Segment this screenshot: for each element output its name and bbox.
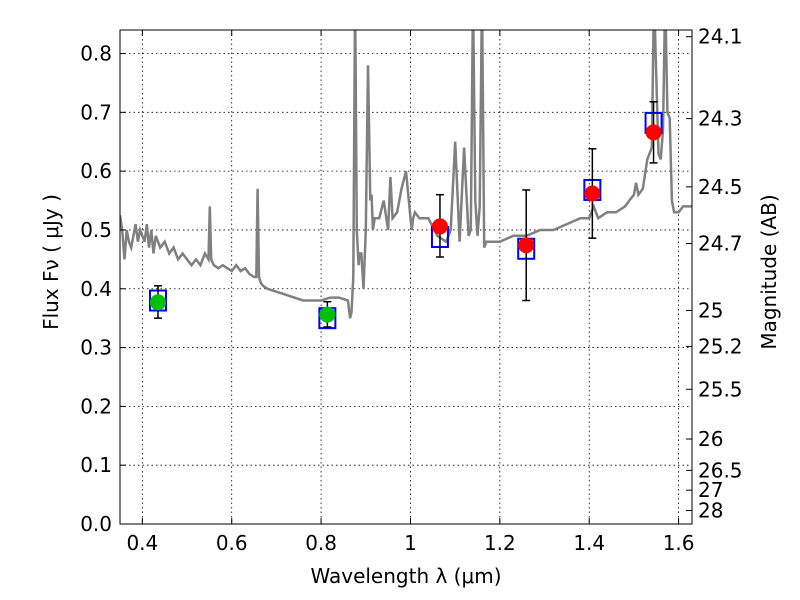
x-tick-label: 1 [404, 531, 417, 555]
y-tick-label: 0.1 [80, 453, 112, 477]
y-tick-label: 0.4 [80, 277, 112, 301]
y-axis-label: Flux Fν ( μJy ) [39, 194, 63, 330]
data-point [584, 185, 601, 202]
ticks: 0.4 0.6 0.8 1 1.2 1.4 1.6 0.0 0.1 0.2 0.3 0.4 0.5 0.6… [80, 25, 742, 555]
template-spectrum-line [120, 30, 692, 319]
data-point [518, 237, 535, 254]
right-axis-label: Magnitude (AB) [757, 194, 781, 349]
right-tick-label: 26 [698, 427, 723, 451]
right-tick-label: 25 [698, 298, 723, 322]
data-point [645, 124, 662, 141]
right-tick-label: 25.5 [698, 377, 743, 401]
x-tick-label: 0.6 [216, 531, 248, 555]
x-axis-label: Wavelength λ (μm) [310, 564, 501, 588]
data-point [149, 294, 166, 311]
y-tick-label: 0.2 [80, 394, 112, 418]
plot-area [120, 30, 692, 319]
y-tick-label: 0.8 [80, 42, 112, 66]
y-tick-label: 0.3 [80, 336, 112, 360]
right-tick-label: 24.3 [698, 107, 743, 131]
data-markers [148, 100, 663, 330]
right-tick-label: 25.2 [698, 334, 743, 358]
right-tick-label: 24.1 [698, 25, 743, 49]
y-tick-label: 0.7 [80, 100, 112, 124]
right-tick-label: 24.7 [698, 232, 743, 256]
x-tick-label: 0.8 [305, 531, 337, 555]
right-tick-label: 24.5 [698, 175, 743, 199]
y-tick-label: 0.0 [80, 512, 112, 536]
right-tick-label: 27 [698, 478, 723, 502]
right-tick-label: 26.5 [698, 458, 743, 482]
x-tick-label: 1.2 [484, 531, 516, 555]
data-point [431, 218, 448, 235]
y-tick-label: 0.5 [80, 218, 112, 242]
x-tick-label: 1.4 [573, 531, 605, 555]
plot-frame [119, 29, 693, 525]
right-tick-label: 28 [698, 499, 723, 523]
data-point [319, 306, 336, 323]
x-tick-label: 1.6 [663, 531, 695, 555]
x-tick-label: 0.4 [126, 531, 158, 555]
y-tick-label: 0.6 [80, 159, 112, 183]
